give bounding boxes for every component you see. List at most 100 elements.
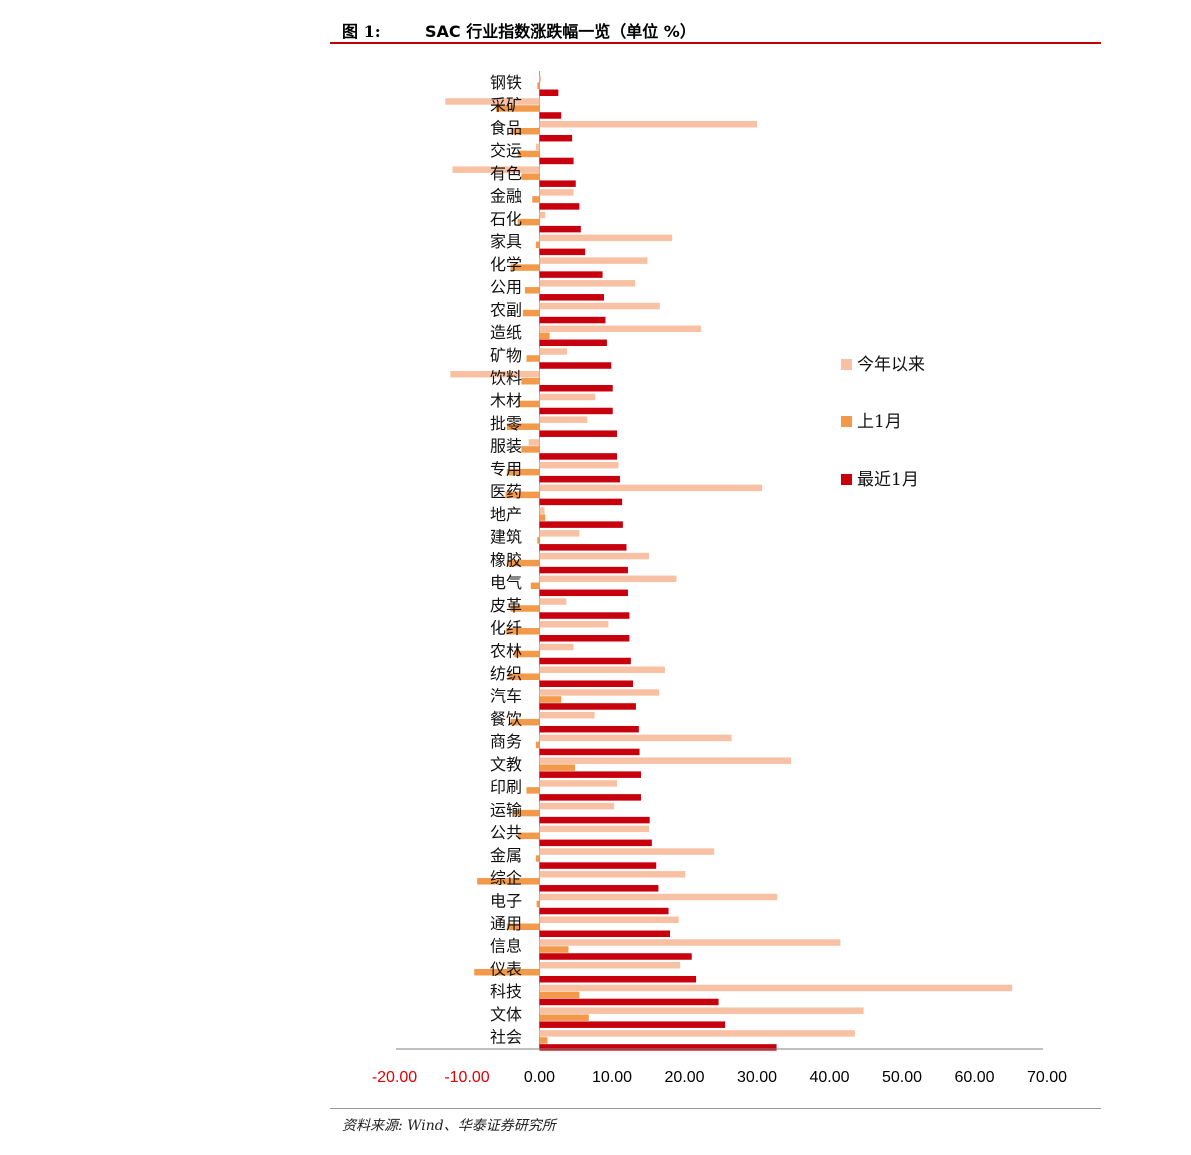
bar-ytd-37 bbox=[539, 916, 679, 924]
category-label: 信息 bbox=[490, 937, 522, 956]
bar-recent-month-25 bbox=[539, 657, 631, 665]
bar-ytd-34 bbox=[539, 848, 715, 855]
bar-last-month-21 bbox=[506, 559, 540, 567]
bar-last-month-10 bbox=[522, 309, 540, 317]
bar-ytd-9 bbox=[539, 280, 636, 287]
category-label: 建筑 bbox=[490, 528, 522, 547]
bar-recent-month-19 bbox=[539, 521, 623, 528]
x-tick-label: 40.00 bbox=[809, 1069, 849, 1086]
category-label: 采矿 bbox=[490, 96, 522, 115]
bar-ytd-18 bbox=[539, 484, 763, 492]
bar-ytd-35 bbox=[539, 871, 686, 878]
category-label: 地产 bbox=[490, 505, 522, 524]
bar-ytd-17 bbox=[539, 461, 619, 469]
bar-last-month-35 bbox=[477, 878, 540, 885]
category-label: 交运 bbox=[490, 141, 522, 160]
bar-recent-month-6 bbox=[539, 225, 581, 233]
figure-footer: 资料来源: Wind、华泰证券研究所 bbox=[330, 1108, 1101, 1134]
x-tick-label: 30.00 bbox=[737, 1069, 777, 1086]
bar-recent-month-13 bbox=[539, 384, 613, 392]
bar-recent-month-12 bbox=[539, 362, 612, 369]
bar-ytd-19 bbox=[539, 507, 545, 514]
bar-recent-month-26 bbox=[539, 680, 634, 687]
bar-ytd-40 bbox=[539, 984, 1013, 992]
x-tick-label: 60.00 bbox=[954, 1069, 994, 1086]
category-label: 餐饮 bbox=[490, 709, 522, 728]
category-label: 皮革 bbox=[490, 596, 522, 615]
bar-recent-month-24 bbox=[539, 635, 630, 642]
bar-last-month-38 bbox=[539, 946, 569, 953]
legend-swatch bbox=[841, 474, 852, 485]
bar-recent-month-40 bbox=[539, 998, 719, 1006]
bar-ytd-4 bbox=[452, 166, 540, 173]
bar-recent-month-9 bbox=[539, 294, 605, 301]
bar-last-month-25 bbox=[514, 650, 540, 658]
bar-recent-month-39 bbox=[539, 975, 697, 983]
bar-ytd-14 bbox=[539, 393, 596, 401]
bar-ytd-23 bbox=[539, 598, 567, 605]
bar-last-month-16 bbox=[521, 446, 540, 453]
bar-last-month-42 bbox=[539, 1037, 548, 1044]
bar-last-month-8 bbox=[510, 264, 540, 271]
bar-recent-month-23 bbox=[539, 612, 630, 619]
bar-ytd-26 bbox=[539, 666, 665, 673]
category-label: 金属 bbox=[490, 846, 522, 865]
bar-ytd-13 bbox=[450, 370, 540, 378]
category-label: 批零 bbox=[490, 414, 522, 433]
category-label: 仪表 bbox=[490, 959, 522, 978]
legend-swatch bbox=[841, 416, 852, 427]
bar-ytd-15 bbox=[539, 416, 588, 423]
category-label: 汽车 bbox=[490, 687, 522, 706]
bar-recent-month-20 bbox=[539, 544, 627, 551]
bar-ytd-36 bbox=[539, 893, 778, 901]
bar-recent-month-4 bbox=[539, 180, 576, 187]
bar-recent-month-0 bbox=[539, 89, 559, 96]
bar-ytd-20 bbox=[539, 530, 580, 537]
bar-last-month-13 bbox=[521, 377, 540, 385]
category-label: 化纤 bbox=[490, 619, 522, 638]
bar-recent-month-16 bbox=[539, 453, 618, 460]
bar-recent-month-33 bbox=[539, 839, 652, 847]
x-tick-label: -10.00 bbox=[444, 1069, 489, 1086]
bar-recent-month-41 bbox=[539, 1021, 726, 1028]
bar-last-month-27 bbox=[539, 696, 562, 703]
category-label: 钢铁 bbox=[490, 73, 522, 92]
bar-last-month-23 bbox=[510, 605, 540, 612]
bar-recent-month-32 bbox=[539, 816, 650, 824]
bar-last-month-33 bbox=[517, 832, 540, 840]
bar-recent-month-1 bbox=[539, 112, 562, 119]
bar-last-month-20 bbox=[537, 537, 540, 544]
category-label: 农副 bbox=[490, 300, 522, 319]
bar-ytd-39 bbox=[539, 961, 681, 969]
bar-recent-month-22 bbox=[539, 589, 628, 597]
category-label: 造纸 bbox=[490, 323, 522, 342]
bar-last-month-3 bbox=[517, 150, 540, 158]
category-label: 通用 bbox=[490, 914, 522, 933]
category-label: 公共 bbox=[490, 823, 522, 842]
figure-header: 图 1: SAC 行业指数涨跌幅一览（单位 %） bbox=[330, 14, 1101, 44]
category-label: 印刷 bbox=[490, 778, 522, 797]
category-label: 石化 bbox=[490, 209, 522, 228]
bar-last-month-40 bbox=[539, 991, 580, 999]
category-label: 运输 bbox=[490, 800, 522, 819]
bar-recent-month-38 bbox=[539, 953, 692, 960]
bar-ytd-16 bbox=[528, 439, 540, 446]
category-label: 社会 bbox=[490, 1028, 522, 1047]
category-label: 电气 bbox=[490, 573, 522, 592]
bar-ytd-29 bbox=[539, 734, 732, 742]
category-label: 电子 bbox=[490, 891, 522, 910]
bar-recent-month-5 bbox=[539, 203, 580, 210]
bar-ytd-3 bbox=[535, 143, 540, 151]
bar-last-month-18 bbox=[505, 491, 540, 499]
bar-recent-month-36 bbox=[539, 907, 669, 915]
category-label: 医药 bbox=[490, 482, 522, 501]
category-label: 专用 bbox=[490, 459, 522, 478]
bar-recent-month-30 bbox=[539, 771, 641, 778]
bar-last-month-0 bbox=[537, 82, 540, 89]
bar-recent-month-2 bbox=[539, 134, 573, 142]
category-label: 饮料 bbox=[490, 368, 522, 387]
category-label: 食品 bbox=[490, 118, 522, 137]
bar-last-month-17 bbox=[506, 468, 540, 476]
bar-ytd-8 bbox=[539, 257, 648, 264]
